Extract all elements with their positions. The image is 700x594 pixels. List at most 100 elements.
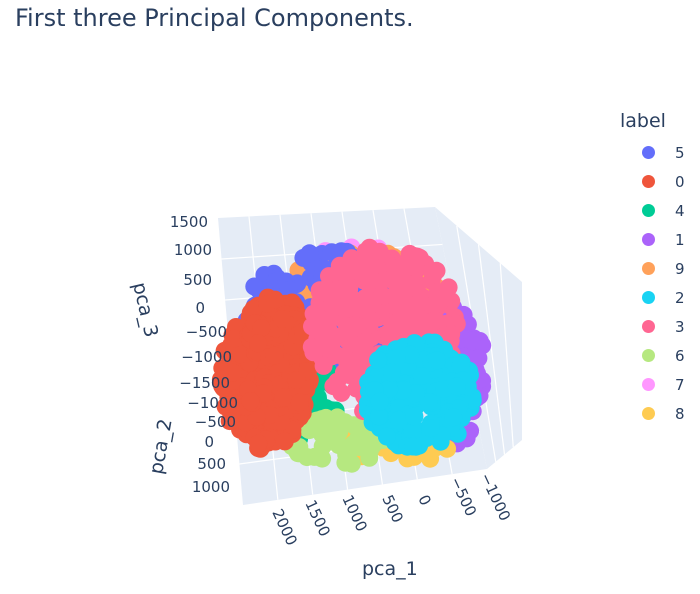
- point-label-2: [427, 351, 446, 370]
- legend-label: 9: [675, 259, 685, 278]
- point-label-6: [313, 449, 332, 468]
- legend-item-7[interactable]: 7: [620, 370, 685, 399]
- chart-title: First three Principal Components.: [15, 4, 414, 32]
- legend-label: 0: [675, 172, 685, 191]
- legend-item-5[interactable]: 5: [620, 138, 685, 167]
- point-label-6: [336, 453, 355, 472]
- point-label-6: [300, 421, 319, 440]
- legend-label: 8: [675, 404, 685, 423]
- legend-swatch-8: [642, 407, 655, 420]
- legend-item-3[interactable]: 3: [620, 312, 685, 341]
- point-label-0: [265, 346, 284, 365]
- point-label-0: [231, 345, 250, 364]
- x-axis-title: pca_1: [362, 558, 418, 580]
- point-label-2: [412, 367, 431, 385]
- point-label-0: [241, 392, 260, 410]
- legend-label: 1: [675, 230, 685, 249]
- legend-label: 7: [675, 375, 685, 394]
- x-tick-label: −1000: [476, 470, 514, 524]
- point-label-3: [396, 254, 415, 272]
- legend-item-8[interactable]: 8: [620, 399, 685, 428]
- point-label-2: [377, 427, 396, 446]
- point-label-2: [421, 419, 440, 438]
- point-label-2: [405, 407, 424, 426]
- point-label-3: [433, 289, 452, 308]
- x-tick-label: 2000: [268, 506, 300, 548]
- point-label-3: [319, 321, 338, 340]
- point-label-3: [409, 320, 428, 339]
- point-label-2: [419, 393, 438, 412]
- point-label-3: [407, 279, 426, 298]
- point-label-0: [272, 310, 291, 328]
- point-label-0: [274, 388, 293, 407]
- legend-label: 6: [675, 346, 685, 365]
- z-tick-label: 1000: [174, 241, 212, 259]
- point-label-3: [339, 299, 358, 318]
- point-label-0: [249, 334, 268, 353]
- point-label-6: [325, 431, 344, 450]
- legend-label: 5: [675, 143, 685, 162]
- point-label-3: [358, 254, 377, 272]
- point-label-3: [387, 284, 405, 303]
- legend-label: 4: [675, 201, 685, 220]
- point-label-2: [380, 379, 399, 398]
- point-label-3: [362, 311, 380, 330]
- point-label-0: [211, 370, 230, 389]
- legend-item-1[interactable]: 1: [620, 225, 685, 254]
- legend-item-2[interactable]: 2: [620, 283, 685, 312]
- legend-label: 2: [675, 288, 685, 307]
- point-label-3: [332, 383, 351, 402]
- point-label-2: [369, 407, 388, 426]
- x-tick-label: −500: [446, 474, 480, 519]
- x-tick-label: 500: [378, 492, 406, 526]
- legend-item-9[interactable]: 9: [620, 254, 685, 283]
- z-tick-label: 1500: [170, 213, 208, 231]
- point-label-6: [360, 441, 379, 460]
- point-label-0: [290, 393, 309, 412]
- y-tick-label: −1500: [179, 374, 230, 392]
- z-tick-label: 0: [195, 299, 205, 317]
- point-label-3: [342, 258, 361, 277]
- y-axis-title: pca_2: [145, 417, 176, 476]
- legend-swatch-5: [642, 146, 655, 159]
- point-label-3: [424, 266, 443, 285]
- point-label-3: [442, 325, 461, 344]
- point-label-0: [220, 412, 239, 431]
- legend-label: 3: [675, 317, 685, 336]
- y-tick-label: 1000: [192, 478, 230, 496]
- point-label-1: [469, 349, 488, 368]
- point-label-2: [451, 356, 470, 375]
- point-label-2: [370, 392, 389, 411]
- legend-swatch-0: [642, 175, 655, 188]
- point-label-5: [300, 244, 319, 263]
- point-label-3: [304, 343, 323, 362]
- y-tick-label: −1000: [187, 394, 238, 412]
- point-label-3: [333, 279, 352, 298]
- x-tick-label: 1000: [338, 492, 370, 534]
- point-label-2: [387, 349, 406, 368]
- point-label-0: [287, 371, 306, 390]
- point-label-2: [369, 351, 388, 370]
- legend-swatch-6: [642, 349, 655, 362]
- point-label-5: [245, 277, 264, 296]
- legend-swatch-7: [642, 378, 655, 391]
- point-label-2: [444, 408, 463, 427]
- y-tick-label: 500: [197, 455, 226, 473]
- point-label-3: [314, 356, 333, 375]
- point-label-0: [265, 290, 284, 309]
- data-points: [211, 238, 492, 473]
- point-label-2: [406, 384, 425, 403]
- point-label-0: [244, 299, 263, 318]
- point-label-2: [403, 437, 422, 456]
- z-axis-title: pca_3: [128, 280, 162, 339]
- legend-swatch-1: [642, 233, 655, 246]
- point-label-3: [338, 317, 357, 336]
- point-label-0: [224, 329, 243, 348]
- legend-item-6[interactable]: 6: [620, 341, 685, 370]
- legend-item-0[interactable]: 0: [620, 167, 685, 196]
- legend-item-4[interactable]: 4: [620, 196, 685, 225]
- point-label-5: [322, 243, 341, 262]
- z-tick-label: 500: [183, 271, 212, 289]
- point-label-3: [356, 333, 375, 351]
